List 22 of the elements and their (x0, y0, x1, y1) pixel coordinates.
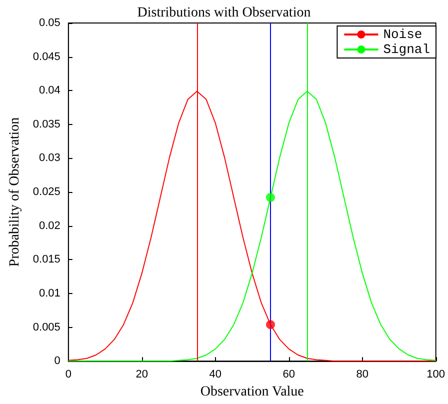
y-axis-title: Probability of Observation (8, 117, 22, 267)
legend-label: Signal (383, 42, 430, 57)
x-axis-title: Observation Value (200, 384, 304, 400)
y-tick-label: 0.05 (39, 17, 60, 29)
y-tick-label: 0.03 (39, 152, 60, 164)
y-tick-label: 0 (54, 355, 60, 368)
x-tick-label: 40 (209, 368, 222, 381)
x-tick-label: 0 (65, 368, 72, 381)
y-tick-label: 0.045 (32, 50, 60, 63)
y-tick-label: 0.015 (32, 254, 60, 266)
y-tick-label: 0.035 (32, 118, 60, 130)
x-tick-label: 20 (136, 368, 148, 381)
chart-title: Distributions with Observation (137, 6, 311, 20)
y-tick-label: 0.01 (39, 287, 60, 300)
y-tick-label: 0.02 (39, 220, 60, 232)
x-tick-label: 100 (426, 368, 446, 381)
legend-label: Noise (383, 27, 422, 42)
x-tick-label: 80 (356, 368, 368, 381)
y-tick-label: 0.04 (39, 84, 60, 97)
y-tick-label: 0.005 (32, 321, 60, 334)
x-tick-label: 60 (282, 368, 295, 381)
y-tick-label: 0.025 (32, 186, 60, 198)
